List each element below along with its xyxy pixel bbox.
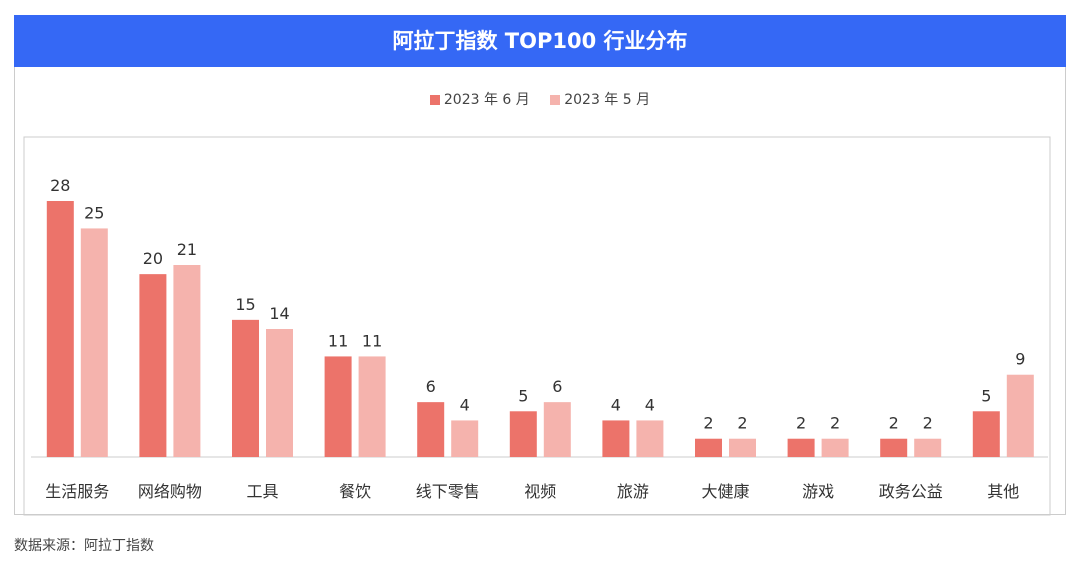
bar (787, 438, 815, 457)
x-tick-label: 视频 (524, 482, 556, 501)
bar (358, 356, 386, 457)
x-tick-label: 工具 (246, 482, 278, 501)
x-tick-label: 餐饮 (339, 482, 371, 501)
legend-item-may: 2023 年 5 月 (550, 89, 650, 109)
legend-swatch (429, 95, 440, 105)
source-note: 数据来源：阿拉丁指数 (14, 538, 154, 554)
legend-swatch (550, 95, 561, 105)
data-label: 4 (611, 395, 621, 414)
data-label: 6 (552, 377, 562, 396)
legend-label: 2023 年 6 月 (443, 92, 530, 108)
x-tick-label: 政务公益 (879, 482, 943, 501)
bar (324, 356, 352, 457)
x-tick-label: 大健康 (701, 482, 749, 501)
data-label: 5 (518, 386, 528, 405)
data-label: 11 (362, 331, 382, 350)
bar (417, 402, 445, 457)
x-tick-label: 线下零售 (416, 482, 480, 501)
bar (509, 411, 537, 457)
bar (695, 438, 722, 457)
legend-label: 2023 年 5 月 (564, 92, 651, 108)
data-label: 25 (84, 203, 104, 222)
x-tick-label: 旅游 (617, 482, 649, 501)
bar (266, 329, 293, 457)
x-tick-label: 生活服务 (45, 482, 109, 501)
data-label: 2 (703, 414, 713, 433)
bar (46, 201, 74, 457)
data-label: 20 (143, 249, 163, 268)
data-label: 4 (645, 395, 655, 414)
data-label: 28 (50, 176, 70, 195)
bar (543, 402, 571, 457)
data-label: 11 (328, 331, 348, 350)
bar (972, 411, 1000, 457)
bar (729, 438, 756, 457)
chart-title: 阿拉丁指数 TOP100 行业分布 (14, 15, 1066, 67)
legend-item-jun: 2023 年 6 月 (429, 89, 530, 109)
bar (1006, 374, 1034, 457)
plot-area (23, 136, 1051, 516)
data-label: 2 (737, 414, 747, 433)
data-label: 21 (177, 240, 197, 259)
data-label: 2 (889, 414, 899, 433)
data-label: 4 (460, 395, 470, 414)
bar (232, 319, 259, 457)
bar (602, 420, 630, 457)
bar (821, 438, 849, 457)
data-label: 6 (426, 377, 436, 396)
bar (880, 438, 908, 457)
data-label: 2 (923, 414, 933, 433)
bar (173, 265, 201, 457)
data-label: 15 (235, 295, 255, 314)
data-label: 5 (981, 386, 991, 405)
data-label: 14 (269, 304, 289, 323)
x-tick-label: 网络购物 (138, 482, 202, 501)
x-tick-label: 游戏 (802, 482, 834, 501)
x-tick-label: 其他 (987, 482, 1019, 501)
bar (636, 420, 664, 457)
data-label: 2 (830, 414, 840, 433)
bar (914, 438, 942, 457)
data-label: 9 (1015, 350, 1025, 369)
bar (139, 274, 167, 457)
bar (80, 228, 108, 457)
bar (451, 420, 479, 457)
data-label: 2 (796, 414, 806, 433)
legend: 2023 年 6 月 2023 年 5 月 (0, 89, 1080, 109)
